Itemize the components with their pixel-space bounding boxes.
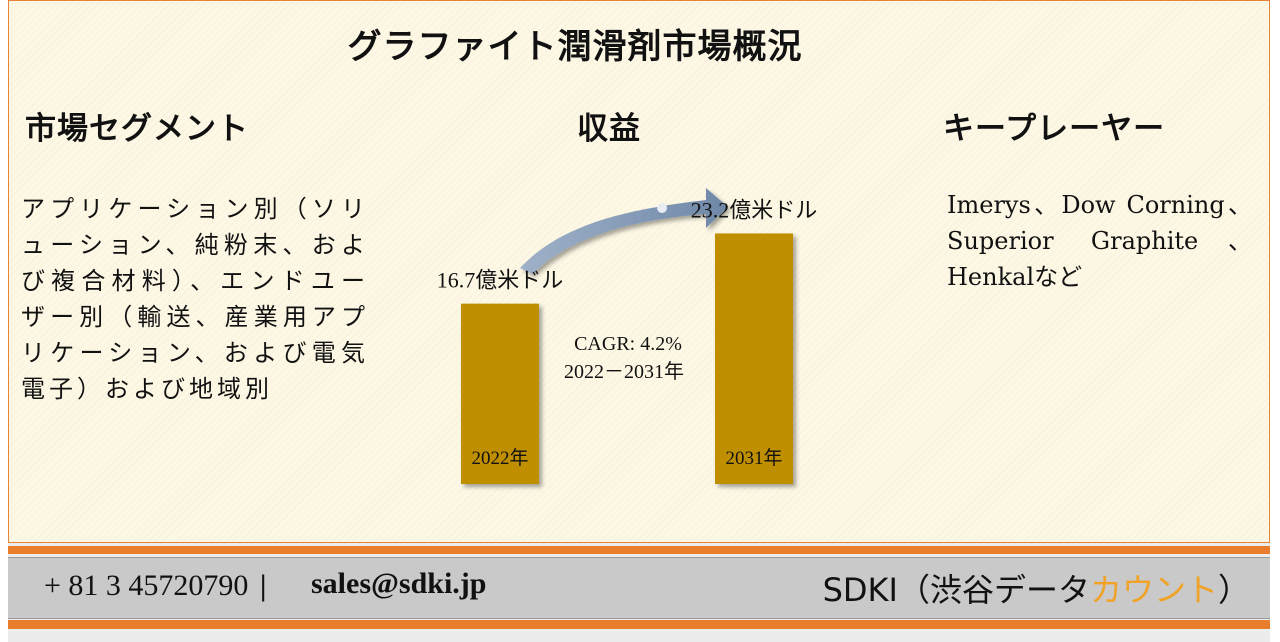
arrow-highlight-dot: [657, 203, 667, 213]
contact-bar: + 81 3 45720790 | sales@sdki.jp SDKI（渋谷デ…: [8, 557, 1270, 619]
brand-main: SDKI（渋谷データ: [822, 571, 1090, 609]
category-label-2031年: 2031年: [725, 447, 782, 469]
key-players-text: Imerys、Dow Corning、Superior Graphite、Hen…: [947, 191, 1252, 291]
bar-2031年: [715, 233, 793, 484]
brand-name: SDKI（渋谷データカウント）: [823, 565, 1250, 611]
phone-text: + 81 3 45720790: [44, 569, 249, 602]
value-label-2022年: 16.7億米ドル: [437, 268, 564, 293]
segments-text: アプリケーション別（ソリューション、純粉末、および複合材料）、エンドユーザー別（…: [21, 195, 369, 403]
cagr-period-label: 2022－2031年: [564, 360, 684, 383]
separator: |: [259, 569, 267, 602]
phone-number[interactable]: + 81 3 45720790 |: [44, 569, 267, 603]
footer-bottom-stripe: [8, 620, 1270, 629]
footer-top-stripe: [8, 546, 1270, 554]
brand-accent: カウント: [1089, 571, 1218, 609]
category-label-2022年: 2022年: [471, 447, 528, 469]
players-heading: キープレーヤー: [943, 111, 1166, 147]
segment-heading: 市場セグメント: [25, 111, 249, 147]
revenue-chart: 2022年 16.7億米ドル 2031年 23.2億米ドル CAGR: 4.2% 20…: [437, 188, 818, 484]
growth-arrow: [520, 188, 728, 274]
revenue-heading: 収益: [577, 111, 641, 147]
value-label-2031年: 23.2億米ドル: [691, 197, 818, 222]
cagr-label: CAGR: 4.2%: [574, 333, 682, 355]
bar-2022年: [461, 303, 539, 484]
page-title: グラファイト潤滑剤市場概況: [347, 27, 803, 67]
email-link[interactable]: sales@sdki.jp: [311, 567, 487, 600]
infographic-panel: グラファイト潤滑剤市場概況 市場セグメント 収益 キープレーヤー アプリケーショ…: [8, 0, 1270, 543]
brand-close: ）: [1217, 571, 1250, 609]
